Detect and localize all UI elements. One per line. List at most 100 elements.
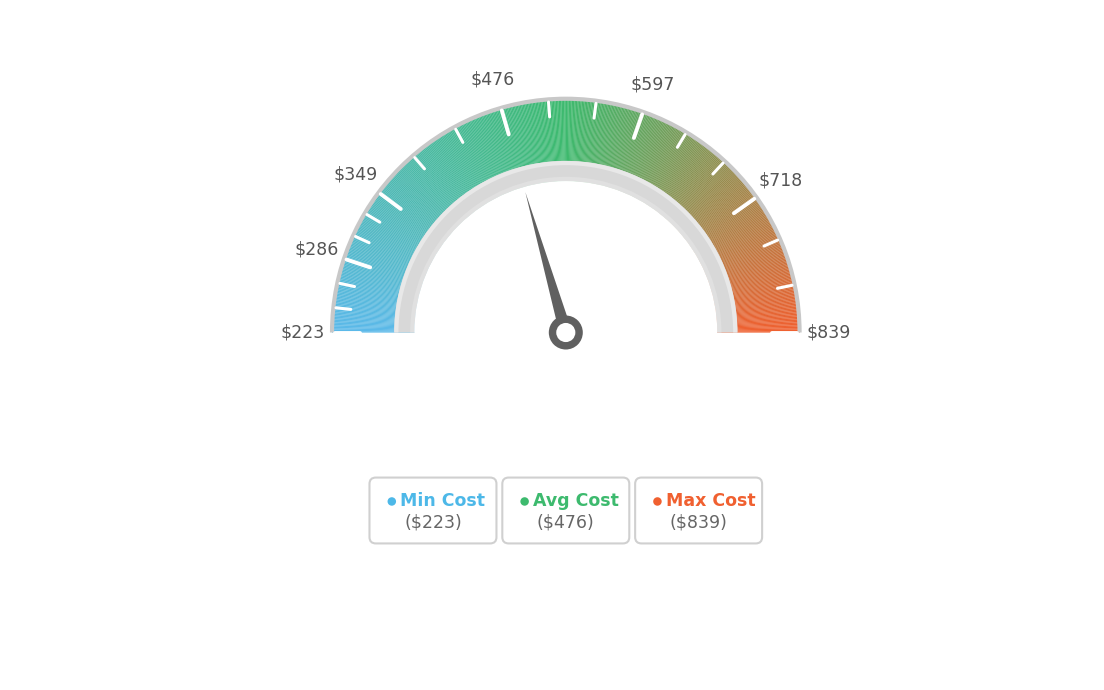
- Wedge shape: [355, 229, 431, 266]
- Text: $718: $718: [758, 171, 803, 189]
- Wedge shape: [618, 113, 648, 190]
- Wedge shape: [528, 101, 542, 183]
- Wedge shape: [702, 232, 777, 268]
- Wedge shape: [407, 160, 464, 221]
- Wedge shape: [519, 104, 537, 184]
- Wedge shape: [708, 252, 786, 282]
- Wedge shape: [529, 101, 543, 183]
- Wedge shape: [693, 207, 764, 252]
- Wedge shape: [707, 245, 783, 277]
- Wedge shape: [657, 146, 708, 213]
- Wedge shape: [681, 180, 744, 235]
- Wedge shape: [335, 297, 416, 310]
- Wedge shape: [684, 187, 750, 239]
- Wedge shape: [463, 122, 500, 197]
- Wedge shape: [495, 109, 521, 188]
- Wedge shape: [439, 135, 485, 205]
- Wedge shape: [402, 165, 460, 225]
- Wedge shape: [353, 235, 428, 270]
- Wedge shape: [684, 188, 751, 239]
- Wedge shape: [499, 108, 523, 188]
- Wedge shape: [713, 279, 794, 299]
- Wedge shape: [690, 199, 758, 246]
- Wedge shape: [393, 174, 455, 230]
- Wedge shape: [505, 106, 528, 186]
- Wedge shape: [455, 126, 495, 199]
- Wedge shape: [344, 257, 423, 285]
- Wedge shape: [603, 106, 624, 186]
- Wedge shape: [375, 195, 444, 244]
- Wedge shape: [710, 260, 788, 286]
- Wedge shape: [410, 177, 722, 333]
- Wedge shape: [638, 127, 679, 200]
- Wedge shape: [627, 119, 661, 195]
- Wedge shape: [403, 164, 460, 224]
- Wedge shape: [669, 161, 725, 222]
- Wedge shape: [624, 117, 657, 193]
- Wedge shape: [591, 102, 605, 184]
- Wedge shape: [624, 116, 656, 193]
- Wedge shape: [659, 149, 711, 214]
- Wedge shape: [521, 103, 538, 184]
- Wedge shape: [606, 107, 629, 187]
- Wedge shape: [661, 150, 713, 215]
- Wedge shape: [380, 190, 446, 242]
- Wedge shape: [658, 147, 709, 213]
- Wedge shape: [700, 224, 774, 263]
- Wedge shape: [711, 268, 792, 292]
- FancyBboxPatch shape: [370, 477, 497, 544]
- Wedge shape: [612, 110, 638, 188]
- Wedge shape: [667, 159, 724, 221]
- Wedge shape: [469, 119, 503, 195]
- Wedge shape: [386, 181, 450, 235]
- Wedge shape: [708, 250, 785, 280]
- Wedge shape: [578, 99, 586, 181]
- Wedge shape: [336, 288, 417, 305]
- Wedge shape: [404, 163, 461, 224]
- Wedge shape: [586, 101, 598, 183]
- Wedge shape: [599, 105, 619, 185]
- Wedge shape: [369, 206, 438, 251]
- Wedge shape: [465, 121, 501, 196]
- Wedge shape: [364, 213, 435, 256]
- Wedge shape: [705, 241, 782, 274]
- Wedge shape: [707, 246, 784, 277]
- Wedge shape: [338, 279, 418, 299]
- Wedge shape: [698, 217, 769, 259]
- Wedge shape: [701, 228, 775, 266]
- Wedge shape: [701, 226, 775, 265]
- Wedge shape: [682, 184, 747, 237]
- Wedge shape: [683, 185, 747, 237]
- Wedge shape: [718, 325, 799, 328]
- Wedge shape: [357, 226, 431, 265]
- Wedge shape: [476, 116, 508, 193]
- Text: Max Cost: Max Cost: [666, 493, 755, 511]
- Wedge shape: [367, 208, 437, 253]
- Wedge shape: [648, 137, 694, 206]
- Wedge shape: [711, 267, 790, 291]
- Wedge shape: [365, 211, 436, 255]
- Wedge shape: [424, 146, 475, 213]
- Wedge shape: [390, 178, 453, 233]
- Wedge shape: [689, 196, 756, 245]
- Wedge shape: [477, 116, 509, 193]
- Wedge shape: [332, 315, 415, 322]
- Wedge shape: [350, 242, 426, 275]
- Wedge shape: [714, 288, 796, 305]
- Wedge shape: [716, 310, 798, 319]
- Wedge shape: [611, 109, 637, 188]
- Wedge shape: [349, 244, 426, 276]
- Wedge shape: [470, 119, 505, 195]
- Wedge shape: [712, 272, 792, 294]
- Wedge shape: [670, 163, 728, 224]
- Wedge shape: [338, 282, 418, 300]
- Wedge shape: [648, 136, 693, 206]
- Wedge shape: [380, 189, 446, 240]
- Wedge shape: [444, 132, 488, 203]
- Wedge shape: [533, 101, 545, 183]
- Wedge shape: [449, 129, 491, 201]
- Wedge shape: [700, 222, 773, 262]
- Wedge shape: [341, 267, 421, 291]
- Wedge shape: [596, 104, 614, 184]
- Wedge shape: [545, 99, 553, 181]
